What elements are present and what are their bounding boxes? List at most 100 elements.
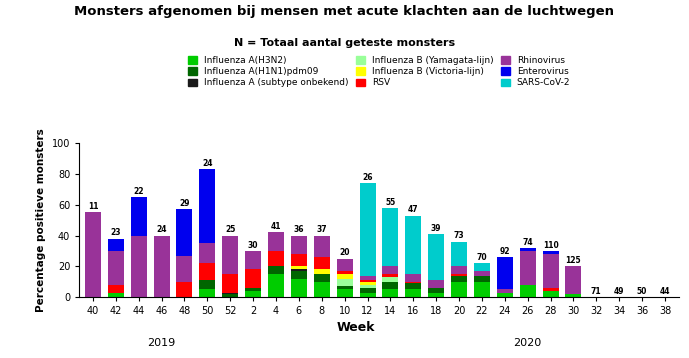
Bar xyxy=(451,282,467,297)
Text: 24: 24 xyxy=(202,159,213,168)
Bar xyxy=(337,289,353,297)
Bar xyxy=(313,270,330,274)
Bar xyxy=(223,236,238,274)
Bar xyxy=(291,266,307,270)
Bar xyxy=(474,282,490,297)
Bar xyxy=(360,183,376,276)
Bar xyxy=(199,263,216,280)
Text: 44: 44 xyxy=(659,287,670,296)
Bar xyxy=(474,276,490,282)
Bar xyxy=(428,280,444,288)
Bar xyxy=(428,292,444,297)
Bar xyxy=(176,209,192,256)
Bar xyxy=(542,291,559,297)
Bar xyxy=(497,289,513,292)
Text: Monsters afgenomen bij mensen met acute klachten aan de luchtwegen: Monsters afgenomen bij mensen met acute … xyxy=(74,5,615,18)
Bar xyxy=(428,288,444,292)
Bar xyxy=(313,236,330,257)
Bar xyxy=(405,289,421,297)
Bar xyxy=(176,282,192,297)
Text: 26: 26 xyxy=(362,173,373,182)
Bar xyxy=(360,282,376,285)
Bar xyxy=(566,266,582,294)
Text: N = Totaal aantal geteste monsters: N = Totaal aantal geteste monsters xyxy=(234,38,455,48)
Text: 70: 70 xyxy=(477,253,487,262)
Text: 41: 41 xyxy=(271,222,281,231)
Bar xyxy=(360,285,376,288)
Bar xyxy=(245,251,261,270)
Text: 37: 37 xyxy=(316,225,327,234)
Bar xyxy=(337,274,353,279)
Text: 92: 92 xyxy=(500,247,510,256)
Text: 25: 25 xyxy=(225,225,236,234)
Bar xyxy=(108,285,124,292)
Bar xyxy=(337,279,353,286)
Bar xyxy=(520,251,535,285)
Bar xyxy=(497,292,513,297)
Bar xyxy=(268,274,284,297)
Text: 11: 11 xyxy=(88,202,99,211)
Text: 20: 20 xyxy=(340,248,350,257)
Bar xyxy=(360,292,376,297)
Text: 29: 29 xyxy=(179,199,189,208)
Bar xyxy=(313,257,330,270)
Bar xyxy=(405,283,421,289)
Y-axis label: Percentage positieve monsters: Percentage positieve monsters xyxy=(37,128,46,312)
Bar xyxy=(382,274,398,277)
Bar xyxy=(520,285,535,297)
Bar xyxy=(223,274,238,292)
Bar xyxy=(405,216,421,274)
Bar xyxy=(268,266,284,274)
Bar xyxy=(108,251,124,285)
Bar xyxy=(520,248,535,251)
Bar xyxy=(382,208,398,266)
Text: 36: 36 xyxy=(294,225,304,234)
Text: 30: 30 xyxy=(248,241,258,250)
Bar xyxy=(428,234,444,280)
Bar xyxy=(313,274,330,282)
Text: 47: 47 xyxy=(408,205,419,214)
Bar xyxy=(108,239,124,251)
Text: 39: 39 xyxy=(431,224,442,233)
Bar xyxy=(313,282,330,297)
Bar xyxy=(405,274,421,282)
Bar xyxy=(154,236,169,297)
Bar xyxy=(291,279,307,297)
Text: 73: 73 xyxy=(454,232,464,241)
Bar xyxy=(360,280,376,282)
Bar xyxy=(131,236,147,297)
Bar xyxy=(291,236,307,254)
Bar xyxy=(337,286,353,289)
Text: Week: Week xyxy=(337,321,376,334)
Bar xyxy=(542,254,559,288)
Bar xyxy=(566,294,582,297)
Bar xyxy=(382,282,398,289)
Text: 24: 24 xyxy=(156,225,167,234)
Legend: Influenza A(H3N2), Influenza A(H1N1)pdm09, Influenza A (subtype onbekend), Influ: Influenza A(H3N2), Influenza A(H1N1)pdm0… xyxy=(184,52,574,91)
Text: 55: 55 xyxy=(385,198,395,207)
Text: 50: 50 xyxy=(637,287,647,296)
Text: 110: 110 xyxy=(543,241,558,250)
Bar xyxy=(199,289,216,297)
Bar xyxy=(360,276,376,280)
Text: 74: 74 xyxy=(522,238,533,247)
Text: 2019: 2019 xyxy=(147,338,176,348)
Bar xyxy=(291,271,307,279)
Bar xyxy=(542,288,559,291)
Bar xyxy=(223,292,238,294)
Bar xyxy=(382,266,398,274)
Bar xyxy=(131,197,147,236)
Text: 49: 49 xyxy=(614,287,624,296)
Bar xyxy=(245,291,261,297)
Text: 22: 22 xyxy=(134,187,144,196)
Bar xyxy=(382,289,398,297)
Bar xyxy=(360,288,376,292)
Bar xyxy=(268,251,284,266)
Bar xyxy=(405,282,421,283)
Bar xyxy=(245,288,261,291)
Bar xyxy=(337,258,353,271)
Bar xyxy=(199,169,216,243)
Bar xyxy=(451,242,467,266)
Bar xyxy=(291,270,307,271)
Bar xyxy=(474,263,490,271)
